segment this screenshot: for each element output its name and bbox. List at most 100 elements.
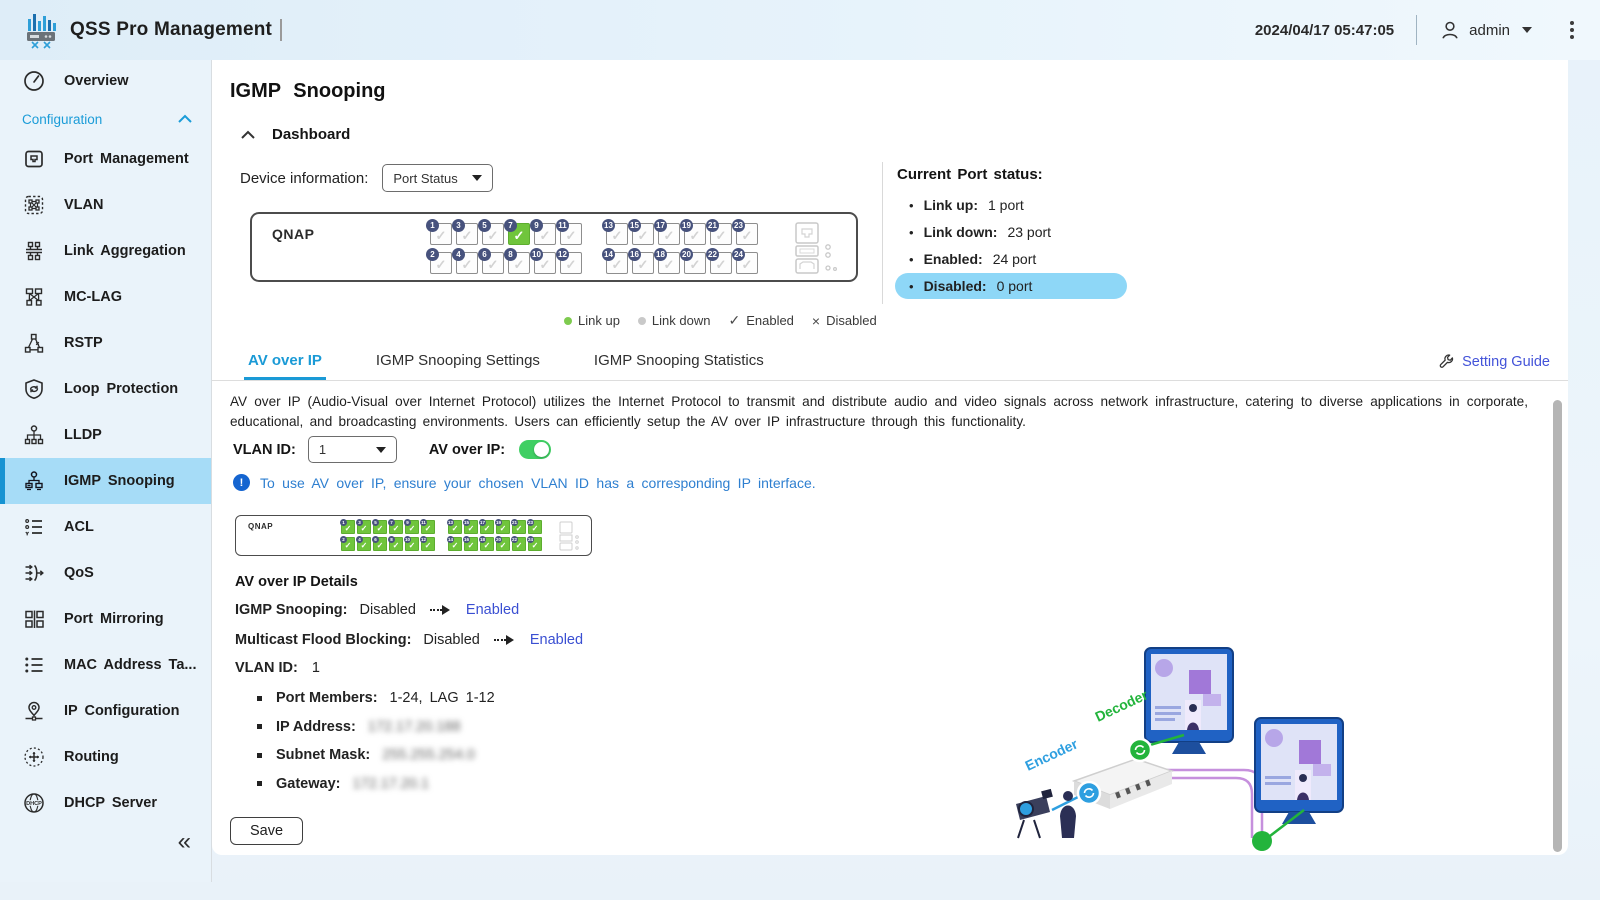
sidebar-item-overview[interactable]: Overview [0,60,211,102]
port-4[interactable]: 4 ✓ [356,536,371,551]
sidebar-item-label: RSTP [64,335,103,351]
sidebar-item-link-aggregation[interactable]: Link Aggregation [0,228,211,274]
port-6[interactable]: 6 ✓ [478,248,504,274]
port-5[interactable]: 5 ✓ [372,519,387,534]
port-20[interactable]: 20 ✓ [495,536,510,551]
port-23[interactable]: 23 ✓ [527,519,542,534]
av-over-ip-toggle[interactable] [519,440,552,459]
av-over-ip-description: AV over IP (Audio-Visual over Internet P… [230,394,1528,429]
port-17[interactable]: 17 ✓ [654,219,680,245]
sidebar-item-label: DHCP Server [64,795,158,811]
port-9[interactable]: 9 ✓ [404,519,419,534]
sidebar-item-acl[interactable]: ACL [0,504,211,550]
save-button[interactable]: Save [230,817,303,845]
sidebar-collapse-button[interactable]: « [177,828,191,855]
sidebar-item-label: Port Mirroring [64,611,164,627]
port-1[interactable]: 1 ✓ [340,519,355,534]
port-19[interactable]: 19 ✓ [495,519,510,534]
status-value: 1 port [988,197,1024,213]
sidebar-item-qos[interactable]: QoS [0,550,211,596]
port-18[interactable]: 18 ✓ [654,248,680,274]
port-row-bottom: 2 ✓ 4 ✓ 6 ✓ 8 ✓ 10 ✓ 12 ✓ 14 ✓ 16 ✓ 18 ✓ 20 ✓ 22 ✓ 24 ✓ [340,536,542,551]
sidebar-item-igmp-snooping[interactable]: IGMP Snooping [0,458,211,504]
vlan-icon [24,195,44,215]
lldp-icon [24,425,44,445]
port-legend: Link up Link down ✓ Enabled × Disabled [564,312,877,329]
port-management-icon [25,150,43,168]
port-5[interactable]: 5 ✓ [478,219,504,245]
sidebar-item-vlan[interactable]: VLAN [0,182,211,228]
port-20[interactable]: 20 ✓ [680,248,706,274]
tab-igmp-snooping-settings[interactable]: IGMP Snooping Settings [375,352,540,369]
port-11[interactable]: 11 ✓ [556,219,582,245]
status-label: Link up: [923,197,978,213]
uplink-console-graphic [559,521,579,551]
port-7[interactable]: 7 ✓ [388,519,403,534]
port-22[interactable]: 22 ✓ [511,536,526,551]
port-14[interactable]: 14 ✓ [602,248,628,274]
sidebar-item-dhcp-server[interactable]: DHCP DHCP Server [0,780,211,826]
legend-enabled: ✓ Enabled [728,312,793,329]
sidebar-item-routing[interactable]: Routing [0,734,211,780]
port-18[interactable]: 18 ✓ [479,536,494,551]
port-23[interactable]: 23 ✓ [732,219,758,245]
sidebar-item-rstp[interactable]: RSTP [0,320,211,366]
setting-guide-link[interactable]: Setting Guide [1437,353,1550,371]
port-16[interactable]: 16 ✓ [463,536,478,551]
transition-to-value[interactable]: Enabled [529,632,584,648]
port-6[interactable]: 6 ✓ [372,536,387,551]
sidebar-item-mac-address-table[interactable]: MAC Address Ta... [0,642,211,688]
port-10[interactable]: 10 ✓ [530,248,556,274]
port-12[interactable]: 12 ✓ [556,248,582,274]
port-21[interactable]: 21 ✓ [511,519,526,534]
port-4[interactable]: 4 ✓ [452,248,478,274]
port-16[interactable]: 16 ✓ [628,248,654,274]
vlan-id-dropdown[interactable]: 1 [307,436,397,463]
sidebar-section-configuration[interactable]: Configuration [0,102,211,136]
port-13[interactable]: 13 ✓ [602,219,628,245]
note-text: To use AV over IP, ensure your chosen VL… [260,474,816,491]
user-menu[interactable]: admin [1439,19,1532,41]
port-12[interactable]: 12 ✓ [420,536,435,551]
detail-value-redacted: 172.17.20.188 [367,718,461,735]
port-9[interactable]: 9 ✓ [530,219,556,245]
port-mirroring-icon [25,610,44,628]
port-15[interactable]: 15 ✓ [628,219,654,245]
more-options-button[interactable] [1566,17,1578,43]
port-15[interactable]: 15 ✓ [463,519,478,534]
port-21[interactable]: 21 ✓ [706,219,732,245]
port-13[interactable]: 13 ✓ [447,519,462,534]
transition-to-value[interactable]: Enabled [465,602,520,618]
vertical-scrollbar-thumb[interactable] [1553,400,1562,852]
title-divider [280,19,283,41]
port-22[interactable]: 22 ✓ [706,248,732,274]
sidebar-item-ip-configuration[interactable]: IP Configuration [0,688,211,734]
sidebar-item-port-mirroring[interactable]: Port Mirroring [0,596,211,642]
port-19[interactable]: 19 ✓ [680,219,706,245]
mac-address-table-icon [25,657,43,673]
port-10[interactable]: 10 ✓ [404,536,419,551]
port-14[interactable]: 14 ✓ [447,536,462,551]
tab-av-over-ip[interactable]: AV over IP [244,352,326,380]
port-2[interactable]: 2 ✓ [340,536,355,551]
port-8[interactable]: 8 ✓ [388,536,403,551]
port-7[interactable]: 7 ✓ [504,219,530,245]
sidebar-item-mc-lag[interactable]: MC-LAG [0,274,211,320]
port-1[interactable]: 1 ✓ [426,219,452,245]
port-3[interactable]: 3 ✓ [452,219,478,245]
dashboard-section-toggle[interactable]: Dashboard [240,126,350,143]
sidebar-item-loop-protection[interactable]: Loop Protection [0,366,211,412]
tab-igmp-snooping-statistics[interactable]: IGMP Snooping Statistics [593,352,764,369]
port-3[interactable]: 3 ✓ [356,519,371,534]
port-8[interactable]: 8 ✓ [504,248,530,274]
decoder-label: Decoder [1093,686,1151,724]
port-17[interactable]: 17 ✓ [479,519,494,534]
device-info-dropdown[interactable]: Port Status [382,164,493,192]
sidebar-item-lldp[interactable]: LLDP [0,412,211,458]
qos-icon [25,564,44,582]
port-11[interactable]: 11 ✓ [420,519,435,534]
sidebar-item-port-management[interactable]: Port Management [0,136,211,182]
port-24[interactable]: 24 ✓ [732,248,758,274]
port-2[interactable]: 2 ✓ [426,248,452,274]
port-24[interactable]: 24 ✓ [527,536,542,551]
